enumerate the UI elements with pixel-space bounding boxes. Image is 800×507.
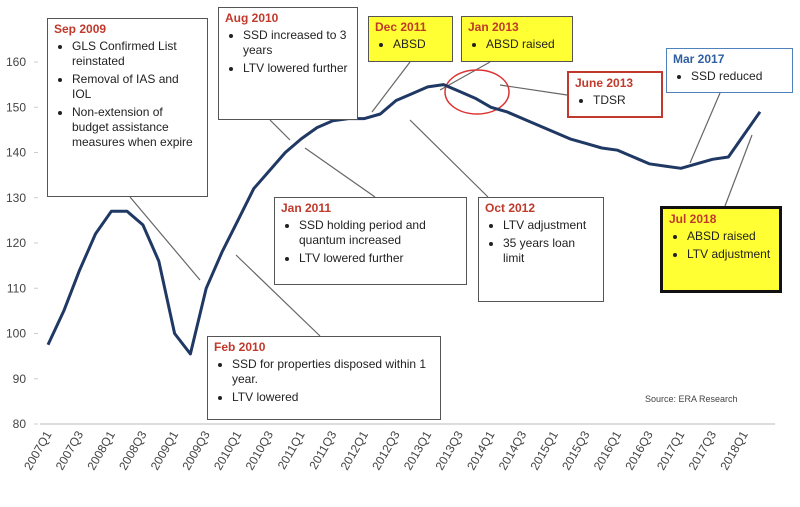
- annotation-item: SSD holding period and quantum increased: [299, 218, 460, 248]
- annotation-list: SSD for properties disposed within 1 yea…: [214, 357, 434, 405]
- annotation-list: SSD increased to 3 years LTV lowered furt…: [225, 28, 351, 76]
- annotation-item: SSD for properties disposed within 1 yea…: [232, 357, 434, 387]
- annotation-item: GLS Confirmed List reinstated: [72, 39, 201, 69]
- annotation-box: Jul 2018 ABSD raised LTV adjustment: [660, 206, 782, 293]
- annotation-list: SSD reduced: [673, 69, 786, 84]
- annotation-title: Jan 2013: [468, 20, 519, 34]
- highlight-circle: [444, 69, 510, 115]
- x-tick-label: 2011Q3: [306, 428, 339, 471]
- annotation-item: ABSD: [393, 37, 446, 52]
- annotation-box: Jan 2013 ABSD raised: [461, 16, 573, 62]
- annotation-title: Sep 2009: [54, 22, 107, 36]
- annotation-item: LTV lowered: [232, 390, 434, 405]
- x-tick-label: 2010Q1: [211, 428, 245, 472]
- annotation-title: June 2013: [575, 76, 634, 90]
- annotation-item: LTV adjustment: [687, 247, 773, 262]
- annotation-list: ABSD raised LTV adjustment: [669, 229, 773, 262]
- x-tick-label: 2007Q3: [53, 428, 87, 472]
- data-line: [46, 83, 762, 356]
- annotation-box: Oct 2012 LTV adjustment 35 years loan limi…: [478, 197, 604, 302]
- annotation-title: Dec 2011: [375, 20, 427, 34]
- annotation-list: ABSD raised: [468, 37, 566, 52]
- annotation-title: Feb 2010: [214, 340, 266, 354]
- annotation-title: Mar 2017: [673, 52, 725, 66]
- annotation-list: ABSD: [375, 37, 446, 52]
- annotation-item: TDSR: [593, 93, 655, 108]
- x-tick-label: 2009Q3: [179, 428, 213, 472]
- annotation-box: Aug 2010 SSD increased to 3 years LTV lowe…: [218, 7, 358, 120]
- x-tick-label: 2015Q1: [527, 428, 561, 472]
- annotation-box: June 2013 TDSR: [567, 71, 663, 118]
- annotation-box: Sep 2009 GLS Confirmed List reinstatedRem…: [47, 18, 208, 197]
- y-tick-label: 100: [6, 327, 26, 341]
- annotation-list: LTV adjustment 35 years loan limit: [485, 218, 597, 266]
- annotation-title: Oct 2012: [485, 201, 536, 215]
- annotation-list: TDSR: [575, 93, 655, 108]
- x-tick-label: 2008Q3: [116, 428, 150, 472]
- annotation-item: LTV adjustment: [503, 218, 597, 233]
- annotation-item: 35 years loan limit: [503, 236, 597, 266]
- annotation-item: LTV lowered further: [243, 61, 351, 76]
- annotation-list: GLS Confirmed List reinstatedRemoval of …: [54, 39, 201, 150]
- annotation-box: Dec 2011 ABSD: [368, 16, 453, 62]
- annotation-item: LTV lowered further: [299, 251, 460, 266]
- y-tick-label: 160: [6, 55, 26, 69]
- y-tick-label: 110: [7, 281, 26, 295]
- annotation-item: Removal of IAS and IOL: [72, 72, 201, 102]
- x-tick-label: 2012Q1: [338, 428, 372, 472]
- x-tick-label: 2017Q3: [686, 428, 720, 472]
- annotation-item: Non-extension of budget assistance measu…: [72, 105, 201, 150]
- x-tick-label: 2016Q1: [591, 428, 625, 472]
- x-tick-label: 2010Q3: [243, 428, 277, 472]
- connectors: [129, 61, 753, 337]
- annotation-box: Mar 2017 SSD reduced: [666, 48, 793, 93]
- x-tick-label: 2017Q1: [654, 428, 688, 472]
- y-tick-label: 90: [13, 372, 27, 386]
- annotation-list: SSD holding period and quantum increased…: [281, 218, 460, 266]
- y-tick-label: 80: [13, 417, 27, 431]
- annotation-box: Jan 2011 SSD holding period and quantum i…: [274, 197, 467, 285]
- x-tick-label: 2016Q3: [622, 428, 656, 472]
- y-tick-label: 120: [6, 236, 26, 250]
- x-tick-label: 2013Q3: [432, 428, 466, 472]
- annotation-item: ABSD raised: [486, 37, 566, 52]
- annotation-item: SSD increased to 3 years: [243, 28, 351, 58]
- annotation-title: Jul 2018: [669, 212, 717, 226]
- source-note: Source: ERA Research: [645, 394, 738, 404]
- y-tick-label: 130: [6, 191, 26, 205]
- annotation-item: SSD reduced: [691, 69, 786, 84]
- annotation-box: Feb 2010 SSD for properties disposed with…: [207, 336, 441, 420]
- x-tick-label: 2011Q1: [275, 428, 308, 471]
- x-tick-label: 2013Q1: [401, 428, 435, 472]
- x-tick-label: 2014Q3: [496, 428, 530, 472]
- annotation-title: Aug 2010: [225, 11, 279, 25]
- x-tick-label: 2018Q1: [717, 428, 751, 472]
- annotation-title: Jan 2011: [281, 201, 332, 215]
- x-tick-label: 2007Q1: [21, 428, 55, 472]
- annotation-item: ABSD raised: [687, 229, 773, 244]
- y-tick-label: 140: [6, 146, 26, 160]
- y-tick-label: 150: [6, 100, 26, 114]
- x-tick-label: 2015Q3: [559, 428, 593, 472]
- x-tick-label: 2012Q3: [369, 428, 403, 472]
- x-tick-label: 2014Q1: [464, 428, 498, 472]
- x-tick-label: 2008Q1: [84, 428, 118, 472]
- x-tick-label: 2009Q1: [148, 428, 182, 472]
